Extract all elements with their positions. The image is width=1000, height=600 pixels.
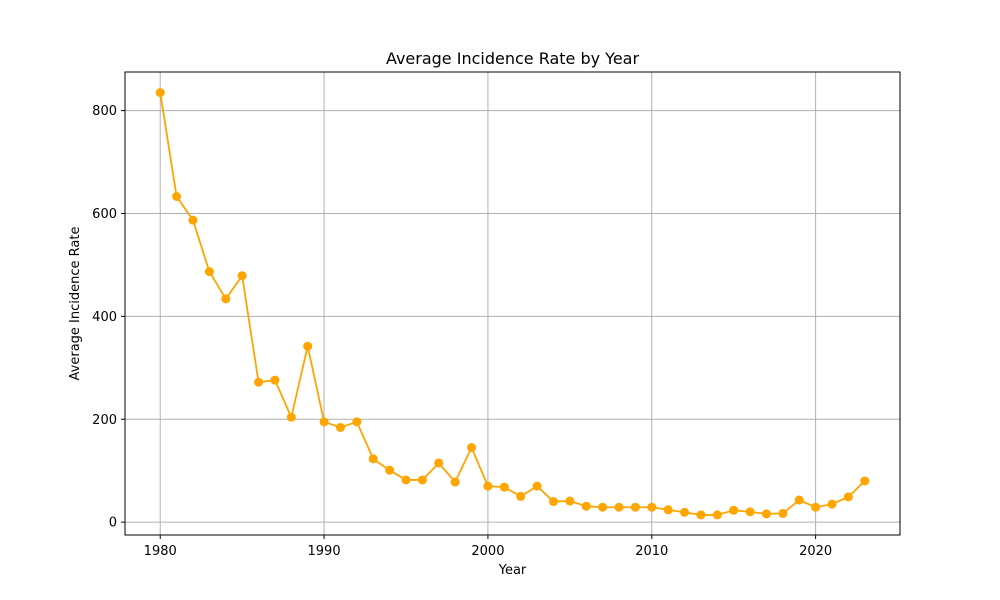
data-point: [368, 454, 378, 464]
data-point: [860, 476, 870, 486]
grid-layer: [125, 72, 900, 535]
data-point: [483, 481, 493, 491]
data-point: [270, 375, 280, 385]
data-point: [778, 508, 788, 518]
data-point: [696, 510, 706, 520]
series-line: [159, 92, 866, 516]
x-tick-label: 1980: [144, 544, 177, 559]
plot-frame: [124, 71, 901, 536]
data-point: [630, 502, 640, 512]
data-point: [680, 507, 690, 517]
data-point: [172, 191, 182, 201]
y-tick-label: 600: [92, 207, 117, 222]
chart-title: Average Incidence Rate by Year: [386, 49, 640, 68]
x-tick-label: 2010: [635, 544, 668, 559]
data-point: [221, 294, 231, 304]
data-point: [811, 502, 821, 512]
data-point: [761, 509, 771, 519]
y-tick-label: 400: [92, 310, 117, 325]
data-point: [155, 88, 165, 98]
data-point: [745, 507, 755, 517]
data-point: [663, 505, 673, 515]
data-point: [303, 341, 313, 351]
series-layer: [155, 88, 870, 520]
data-point: [548, 497, 558, 507]
data-point: [843, 492, 853, 502]
x-tick-label: 1990: [308, 544, 341, 559]
data-point: [794, 495, 804, 505]
data-point: [254, 377, 264, 387]
data-point: [516, 491, 526, 501]
data-point: [729, 505, 739, 515]
data-point: [499, 482, 509, 492]
data-point: [204, 267, 214, 277]
x-tick-label: 2020: [799, 544, 832, 559]
data-point: [237, 271, 247, 281]
data-point: [335, 422, 345, 432]
data-point: [417, 475, 427, 485]
data-point: [467, 443, 477, 453]
y-tick-label: 800: [92, 104, 117, 119]
data-point: [532, 481, 542, 491]
y-tick-label: 200: [92, 413, 117, 428]
data-point: [614, 502, 624, 512]
data-point: [450, 477, 460, 487]
data-point: [352, 417, 362, 427]
y-tick-label: 0: [109, 516, 117, 531]
x-axis-label: Year: [498, 563, 527, 578]
tick-layer: 1980 1990 2000 2010 2020 0 200 400 600 800: [92, 104, 832, 559]
data-point: [188, 215, 198, 225]
data-point: [581, 501, 591, 511]
data-point: [712, 510, 722, 520]
data-point: [647, 502, 657, 512]
y-axis-label: Average Incidence Rate: [68, 227, 83, 381]
data-point: [598, 502, 608, 512]
data-point: [827, 499, 837, 509]
data-point: [434, 458, 444, 468]
data-point: [401, 475, 411, 485]
data-point: [385, 465, 395, 475]
data-point: [319, 417, 329, 427]
data-point: [565, 496, 575, 506]
data-point: [286, 412, 296, 422]
x-tick-label: 2000: [471, 544, 504, 559]
